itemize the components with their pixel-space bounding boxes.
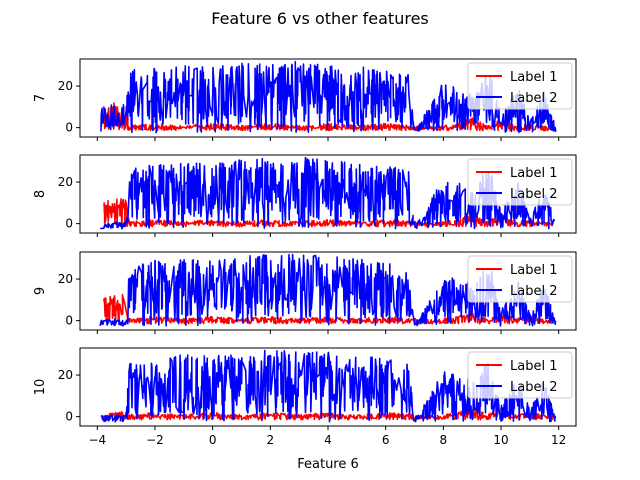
y-tick-label: 20 — [58, 79, 73, 93]
series-line-label-1 — [102, 406, 554, 421]
x-tick-label: −2 — [146, 433, 164, 447]
legend-entry: Label 1 — [510, 166, 557, 181]
y-tick-label: 0 — [65, 314, 73, 328]
subplot-8: 0 20 8 Label 1 Label 2 — [33, 154, 577, 237]
legend: Label 1 Label 2 — [467, 351, 573, 399]
legend: Label 1 Label 2 — [467, 158, 573, 206]
figure-title: Feature 6 vs other features — [211, 9, 429, 28]
y-tick-label: 20 — [58, 368, 73, 382]
subplot-7: 0 20 7 Label 1 Label 2 — [33, 58, 577, 141]
legend-entry: Label 1 — [510, 263, 557, 278]
legend-entry: Label 2 — [510, 284, 557, 299]
subplot-9: 0 20 9 Label 1 Label 2 — [33, 251, 577, 334]
legend: Label 1 Label 2 — [467, 62, 573, 110]
legend: Label 1 Label 2 — [467, 255, 573, 303]
subplot-10: 0 20 10 −4 −2 0 2 4 6 8 10 12 Label 1 Label 2 — [33, 347, 577, 447]
x-tick-label: 8 — [440, 433, 448, 447]
legend-entry: Label 2 — [510, 187, 557, 202]
y-tick-label: 0 — [65, 410, 73, 424]
legend-entry: Label 1 — [510, 70, 557, 85]
y-axis-label: 8 — [33, 190, 48, 198]
y-tick-label: 20 — [58, 272, 73, 286]
x-tick-label: 6 — [382, 433, 390, 447]
y-tick-label: 20 — [58, 175, 73, 189]
y-axis-label: 7 — [33, 94, 48, 102]
x-tick-label: 2 — [267, 433, 275, 447]
x-tick-label: 10 — [493, 433, 508, 447]
legend-entry: Label 2 — [510, 380, 557, 395]
y-axis-label: 10 — [33, 379, 48, 396]
x-tick-label: −4 — [88, 433, 106, 447]
legend-entry: Label 1 — [510, 359, 557, 374]
y-tick-label: 0 — [65, 217, 73, 231]
x-tick-label: 4 — [324, 433, 332, 447]
y-axis-label: 9 — [33, 287, 48, 295]
series-line-label-2 — [100, 156, 556, 230]
legend-entry: Label 2 — [510, 91, 557, 106]
y-tick-label: 0 — [65, 121, 73, 135]
x-tick-label: 0 — [209, 433, 217, 447]
x-axis-label: Feature 6 — [297, 457, 359, 472]
x-tick-label: 12 — [551, 433, 566, 447]
